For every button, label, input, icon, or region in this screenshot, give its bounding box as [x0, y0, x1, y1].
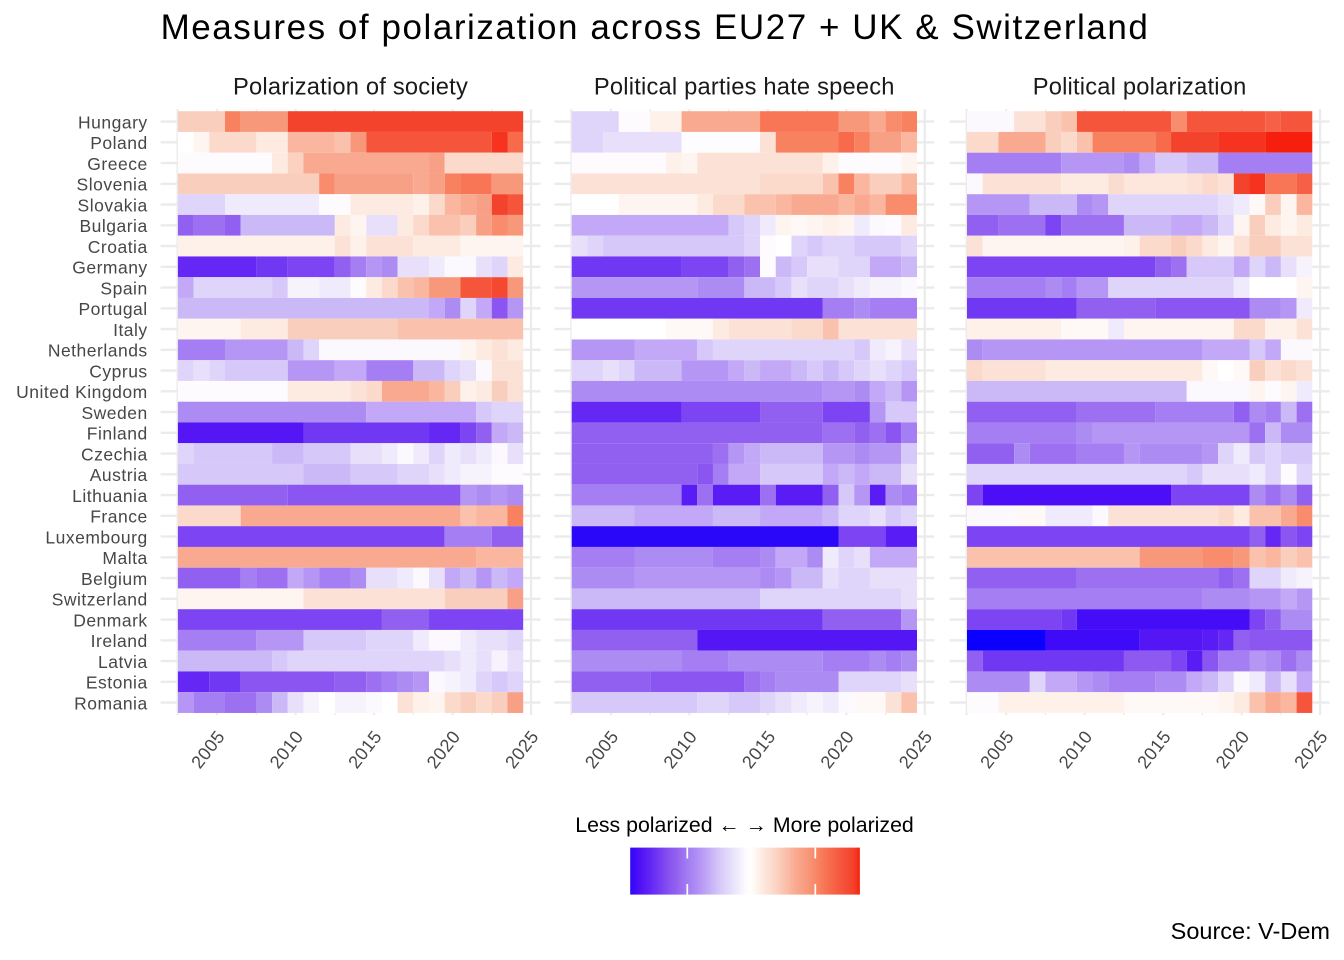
- svg-text:Greece: Greece: [87, 154, 147, 174]
- svg-text:Switzerland: Switzerland: [52, 590, 148, 610]
- svg-text:Luxembourg: Luxembourg: [45, 528, 147, 548]
- svg-text:Belgium: Belgium: [81, 569, 148, 589]
- svg-text:Austria: Austria: [90, 465, 148, 485]
- svg-text:Measures of polarization acros: Measures of polarization across EU27 + U…: [161, 8, 1150, 47]
- svg-text:Czechia: Czechia: [81, 445, 148, 465]
- svg-text:Cyprus: Cyprus: [89, 362, 147, 382]
- svg-text:Italy: Italy: [113, 320, 148, 340]
- svg-text:Germany: Germany: [72, 258, 147, 278]
- svg-text:Lithuania: Lithuania: [72, 486, 148, 506]
- svg-text:Poland: Poland: [90, 133, 148, 153]
- svg-text:Political parties hate speech: Political parties hate speech: [594, 75, 895, 101]
- svg-text:Finland: Finland: [87, 424, 148, 444]
- svg-text:Polarization of society: Polarization of society: [233, 75, 468, 101]
- svg-text:France: France: [90, 507, 147, 527]
- svg-text:Denmark: Denmark: [73, 611, 148, 631]
- svg-text:United Kingdom: United Kingdom: [16, 382, 148, 402]
- svg-text:Ireland: Ireland: [91, 631, 148, 651]
- svg-text:Political polarization: Political polarization: [1033, 75, 1247, 101]
- svg-text:Croatia: Croatia: [88, 237, 148, 257]
- svg-text:Netherlands: Netherlands: [48, 341, 148, 361]
- svg-text:Spain: Spain: [100, 279, 147, 299]
- svg-text:Slovenia: Slovenia: [77, 175, 148, 195]
- svg-text:Less polarized ← → More polari: Less polarized ← → More polarized: [575, 813, 914, 837]
- svg-text:Estonia: Estonia: [86, 673, 148, 693]
- svg-text:Romania: Romania: [74, 694, 148, 714]
- svg-text:Malta: Malta: [102, 548, 147, 568]
- svg-text:Sweden: Sweden: [81, 403, 147, 423]
- svg-text:Source: V-Dem: Source: V-Dem: [1171, 918, 1330, 944]
- svg-text:Slovakia: Slovakia: [78, 196, 148, 216]
- svg-text:Latvia: Latvia: [98, 652, 148, 672]
- svg-text:Portugal: Portugal: [79, 299, 148, 319]
- svg-text:Bulgaria: Bulgaria: [79, 216, 147, 236]
- svg-text:Hungary: Hungary: [78, 113, 148, 133]
